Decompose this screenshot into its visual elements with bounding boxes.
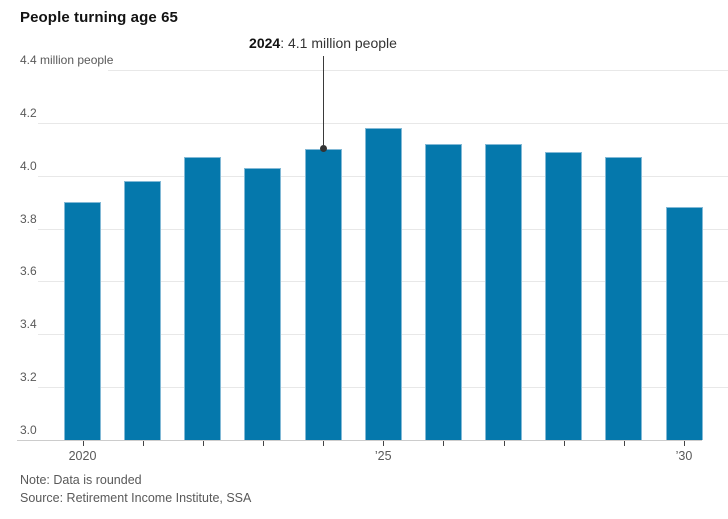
bar-2025	[364, 128, 402, 440]
bar-2022	[184, 157, 222, 440]
source-line: Source: Retirement Income Institute, SSA	[20, 491, 252, 505]
bar-2024	[304, 149, 342, 440]
x-axis-tick	[262, 441, 264, 446]
x-axis-label-25: ’25	[374, 449, 392, 463]
x-axis-label-30: ’30	[675, 449, 693, 463]
chart-footer: Note: Data is rounded Source: Retirement…	[20, 471, 251, 507]
x-axis-tick	[623, 441, 625, 446]
x-axis-tick	[684, 441, 685, 446]
bar-2021	[124, 181, 162, 440]
y-axis-label: 4.2	[20, 105, 37, 120]
x-axis-tick	[443, 441, 445, 446]
y-axis-label: 3.8	[20, 211, 37, 226]
annotation-label: 2024: 4.1 million people	[249, 35, 397, 51]
x-axis-tick	[563, 441, 565, 446]
x-axis-tick	[383, 441, 385, 446]
note-line: Note: Data is rounded	[20, 473, 142, 487]
bar-2020	[64, 202, 101, 440]
bar-2023	[244, 167, 282, 440]
x-axis-tick	[202, 441, 204, 446]
y-axis-label: 3.4	[20, 317, 37, 332]
annotation-year: 2024	[249, 35, 281, 51]
bar-2028	[545, 151, 583, 440]
gridline	[38, 122, 728, 124]
x-axis-tick	[82, 441, 84, 446]
x-axis-tick	[142, 441, 144, 446]
annotation-callout-dot	[319, 145, 327, 153]
annotation-text: : 4.1 million people	[280, 35, 397, 51]
bar-2026	[424, 144, 462, 440]
bar-2027	[485, 144, 523, 440]
y-axis-label: 3.6	[20, 264, 37, 279]
chart-title: People turning age 65	[20, 9, 178, 26]
x-axis-tick	[503, 441, 505, 446]
y-axis-label: 4.4 million people	[20, 53, 114, 67]
y-axis-label: 3.2	[20, 370, 37, 385]
x-axis-label-2020: 2020	[68, 449, 97, 463]
bar-2029	[605, 157, 643, 440]
x-axis-tick	[323, 441, 325, 446]
bar-2030	[665, 207, 703, 440]
gridline	[108, 70, 728, 71]
y-axis-label: 3.0	[20, 423, 37, 437]
annotation-callout-line	[323, 56, 325, 146]
x-axis-baseline	[17, 440, 702, 441]
y-axis-label: 4.0	[20, 158, 37, 173]
